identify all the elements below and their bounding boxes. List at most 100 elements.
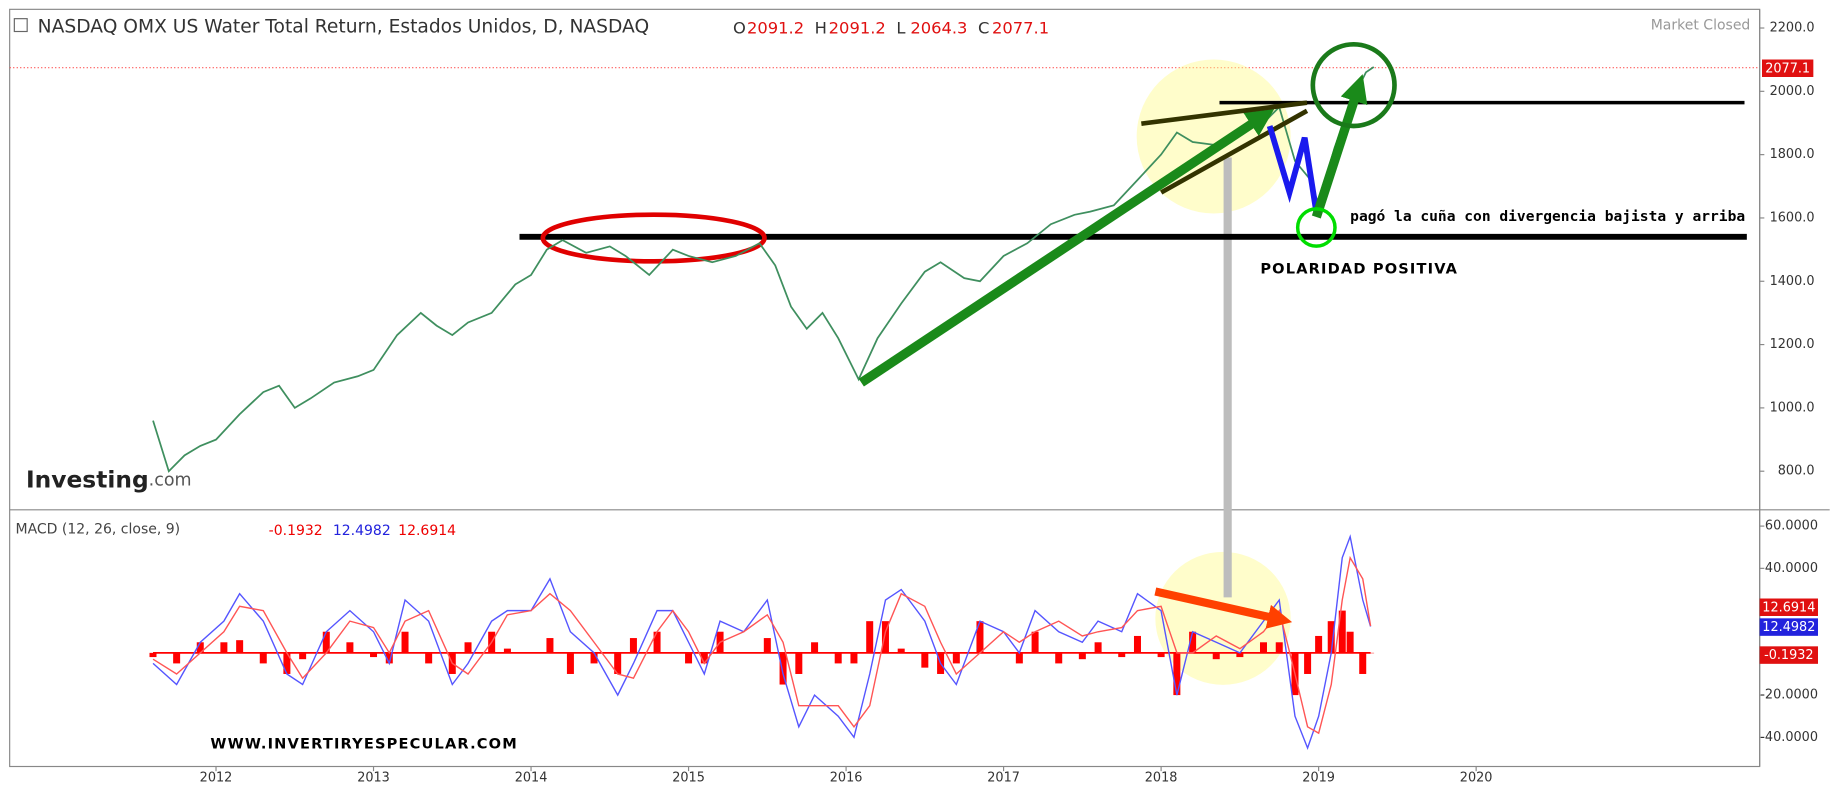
macd-line bbox=[152, 555, 1372, 735]
x-tick-label: 2018 bbox=[1145, 771, 1178, 786]
histogram-bar bbox=[850, 652, 858, 664]
histogram-bar bbox=[149, 652, 157, 658]
histogram-bar bbox=[1304, 652, 1312, 674]
histogram-bar bbox=[503, 648, 511, 653]
ohlc-value: 2077.1 bbox=[992, 19, 1049, 38]
histogram-bar bbox=[401, 631, 409, 653]
histogram-bar bbox=[464, 642, 472, 653]
histogram-bar bbox=[1031, 631, 1039, 653]
macd-line bbox=[152, 534, 1372, 750]
histogram-bar bbox=[259, 652, 267, 664]
histogram-bar bbox=[322, 631, 330, 653]
y-tick-label: -20.0000 bbox=[1760, 688, 1818, 703]
histogram-bar bbox=[614, 652, 622, 674]
histogram-bar bbox=[1259, 642, 1267, 653]
wedge-line bbox=[1160, 108, 1309, 195]
ohlc-label: O bbox=[733, 19, 746, 38]
histogram-bar bbox=[1157, 652, 1165, 658]
histogram-bar bbox=[1055, 652, 1063, 664]
histogram-bar bbox=[1315, 635, 1323, 653]
ohlc-label: L bbox=[896, 19, 906, 38]
histogram-bar bbox=[779, 652, 787, 685]
histogram-bar bbox=[811, 642, 819, 653]
market-status: Market Closed bbox=[1651, 18, 1751, 34]
chart-title: NASDAQ OMX US Water Total Return, Estado… bbox=[38, 16, 650, 37]
y-tick-label: 1600.0 bbox=[1770, 210, 1815, 225]
x-tick-label: 2017 bbox=[987, 771, 1020, 786]
watermark: WWW.INVERTIRYESPECULAR.COM bbox=[210, 735, 518, 752]
histogram-bar bbox=[370, 652, 378, 658]
histogram-bar bbox=[1236, 652, 1244, 658]
x-tick-label: 2015 bbox=[672, 771, 705, 786]
breakout-arrow bbox=[1311, 74, 1368, 219]
histogram-bar bbox=[952, 652, 960, 664]
histogram-bar bbox=[1173, 652, 1181, 696]
ohlc-value: 2091.2 bbox=[829, 19, 886, 38]
x-tick-label: 2012 bbox=[200, 771, 233, 786]
price-line bbox=[152, 66, 1375, 473]
histogram-bar bbox=[346, 642, 354, 653]
macd-tag-label: -0.1932 bbox=[1764, 648, 1814, 663]
y-tick-label: 800.0 bbox=[1778, 464, 1815, 479]
histogram-bar bbox=[1275, 642, 1283, 653]
macd-legend: 12.6914 bbox=[398, 523, 456, 539]
histogram-bar bbox=[546, 638, 554, 653]
macd-tag bbox=[1759, 618, 1818, 636]
y-tick-label: 1200.0 bbox=[1770, 337, 1815, 352]
histogram-bar bbox=[866, 621, 874, 653]
x-tick-label: 2014 bbox=[515, 771, 548, 786]
collapse-icon[interactable] bbox=[13, 18, 28, 33]
logo-main: Investing bbox=[26, 465, 149, 493]
histogram-bar bbox=[921, 652, 929, 668]
histogram-bar bbox=[763, 638, 771, 653]
wedge-line bbox=[1141, 100, 1308, 126]
x-tick-label: 2013 bbox=[357, 771, 390, 786]
y-tick-label: 60.0000 bbox=[1765, 519, 1818, 534]
macd-tag bbox=[1759, 646, 1818, 664]
ohlc-label: H bbox=[815, 19, 827, 38]
histogram-bar bbox=[1078, 652, 1086, 660]
histogram-bar bbox=[173, 652, 181, 664]
y-tick-label: 1800.0 bbox=[1770, 147, 1815, 162]
histogram-bar bbox=[976, 621, 984, 653]
annotation: pagó la cuña con divergencia bajista y a… bbox=[1350, 208, 1745, 225]
y-tick-label: 1000.0 bbox=[1770, 400, 1815, 415]
histogram-bar bbox=[795, 652, 803, 674]
logo: Investing.com bbox=[26, 465, 192, 493]
histogram-bar bbox=[653, 631, 661, 653]
histogram-bar bbox=[1133, 635, 1141, 653]
x-tick-label: 2016 bbox=[830, 771, 863, 786]
macd-tag bbox=[1759, 598, 1818, 616]
divergence-arrow bbox=[1154, 587, 1293, 629]
y-tick-label: 1400.0 bbox=[1770, 274, 1815, 289]
ohlc-label: C bbox=[978, 19, 989, 38]
price-tag bbox=[1762, 59, 1814, 77]
histogram-bar bbox=[566, 652, 574, 674]
annotation: POLARIDAD POSITIVA bbox=[1260, 261, 1458, 278]
histogram-bar bbox=[1327, 621, 1335, 653]
histogram-bar bbox=[685, 652, 693, 664]
y-tick-label: 40.0000 bbox=[1765, 561, 1818, 576]
histogram-bar bbox=[220, 642, 228, 653]
pivot-circle bbox=[1295, 207, 1337, 248]
histogram-bar bbox=[1015, 652, 1023, 664]
histogram-bar bbox=[1346, 631, 1354, 653]
histogram-bar bbox=[425, 652, 433, 664]
y-tick-label: 2200.0 bbox=[1770, 21, 1815, 36]
macd-legend: -0.1932 bbox=[269, 523, 323, 539]
histogram-bar bbox=[629, 638, 637, 653]
macd-tag-label: 12.4982 bbox=[1762, 620, 1815, 635]
histogram-bar bbox=[590, 652, 598, 664]
x-tick-label: 2020 bbox=[1460, 771, 1493, 786]
histogram-bar bbox=[1212, 652, 1220, 660]
histogram-bar bbox=[1189, 631, 1197, 653]
histogram-bar bbox=[1359, 652, 1367, 674]
macd-legend: 12.4982 bbox=[333, 523, 391, 539]
target-circle bbox=[1310, 42, 1397, 129]
histogram-bar bbox=[196, 642, 204, 653]
histogram-bar bbox=[834, 652, 842, 664]
ohlc-value: 2064.3 bbox=[910, 19, 967, 38]
